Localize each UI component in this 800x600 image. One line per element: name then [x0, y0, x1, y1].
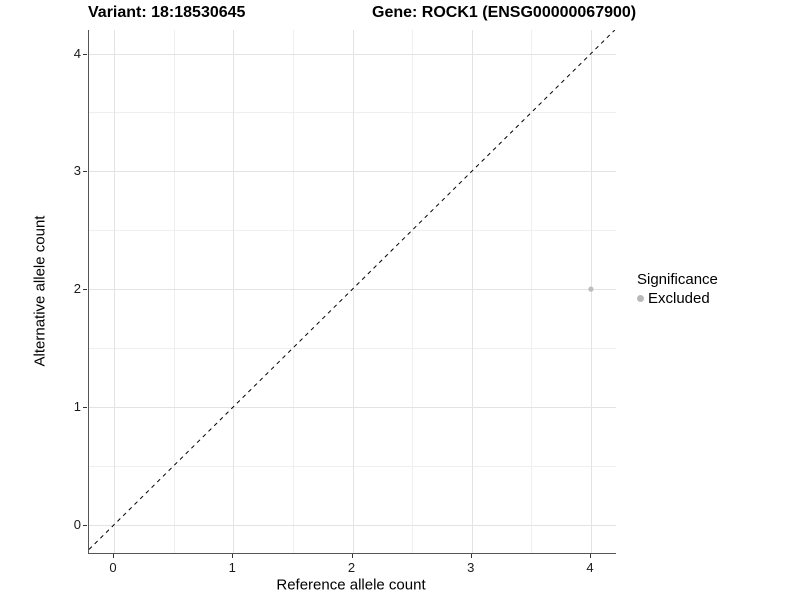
x-axis-tick	[232, 554, 234, 558]
legend-item-label: Excluded	[648, 290, 710, 307]
gridline-x-major	[352, 30, 354, 553]
x-tick-label: 2	[347, 560, 356, 575]
y-axis-tick	[83, 53, 87, 55]
gridline-x-minor	[531, 30, 533, 553]
legend-item-excluded: Excluded	[632, 289, 718, 308]
x-axis-tick	[589, 554, 591, 558]
gridline-x-minor	[173, 30, 175, 553]
y-axis-tick	[83, 289, 87, 291]
gridline-x-major	[471, 30, 473, 553]
plot-title-gene: Gene: ROCK1 (ENSG00000067900)	[372, 4, 637, 21]
gridline-x-minor	[412, 30, 414, 553]
y-axis-title: Alternative allele count	[31, 215, 49, 367]
y-axis-tick	[83, 171, 87, 173]
x-axis-title: Reference allele count	[276, 576, 426, 594]
gridline-y-major	[89, 524, 616, 526]
x-tick-label: 4	[586, 560, 594, 575]
y-tick-label: 1	[73, 398, 81, 414]
y-tick-label: 4	[73, 45, 81, 61]
plot-title-variant: Variant: 18:18530645	[88, 4, 246, 21]
gridline-x-minor	[292, 30, 294, 553]
legend-title: Significance	[637, 271, 718, 288]
gridline-y-major	[89, 53, 616, 55]
y-axis-tick	[83, 406, 87, 408]
legend: Significance Excluded	[632, 270, 718, 308]
x-axis-tick	[470, 554, 472, 558]
gridline-y-major	[89, 171, 616, 173]
y-axis-tick	[83, 524, 87, 526]
y-tick-label: 0	[73, 516, 81, 532]
x-tick-label: 3	[467, 560, 475, 575]
x-axis-tick	[351, 554, 353, 558]
gridline-x-major	[233, 30, 235, 553]
plot-panel	[88, 30, 616, 554]
legend-key-box	[632, 291, 648, 307]
x-axis-tick	[113, 554, 115, 558]
excluded-point-icon	[636, 295, 644, 302]
x-tick-label: 0	[109, 560, 117, 575]
y-tick-label: 3	[73, 163, 81, 179]
x-tick-label: 1	[228, 560, 236, 575]
gridline-x-major	[114, 30, 116, 553]
plot-data-layer	[89, 30, 616, 550]
identity-reference-line	[89, 30, 616, 550]
data-point	[588, 286, 594, 292]
gridline-y-major	[89, 406, 616, 408]
y-tick-label: 2	[73, 281, 81, 297]
